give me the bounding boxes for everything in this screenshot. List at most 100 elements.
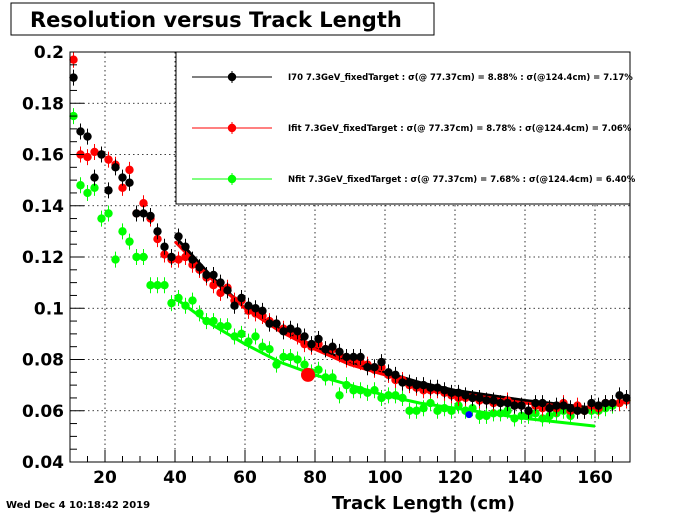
data-point: [412, 406, 421, 415]
data-point: [300, 332, 309, 341]
data-point: [328, 373, 337, 382]
legend-marker-2: [227, 174, 237, 184]
data-point: [468, 393, 477, 403]
data-point: [237, 329, 246, 339]
data-point: [174, 293, 183, 303]
data-point: [139, 209, 148, 218]
data-point: [195, 309, 204, 318]
y-tick-label: 0.06: [22, 402, 64, 422]
data-point: [391, 370, 400, 380]
data-point: [538, 414, 547, 423]
data-point: [433, 383, 442, 392]
data-point: [405, 406, 414, 415]
y-tick-label: 0.16: [22, 146, 64, 166]
data-point: [335, 347, 344, 357]
data-point: [104, 209, 113, 218]
data-point: [524, 406, 533, 415]
data-point: [286, 352, 295, 362]
data-points: [69, 51, 631, 427]
y-tick-label: 0.18: [22, 94, 64, 114]
data-point: [188, 255, 197, 264]
data-point: [146, 211, 155, 221]
data-point: [489, 409, 498, 418]
data-point: [482, 396, 491, 405]
data-point: [188, 296, 197, 305]
data-point: [167, 252, 176, 262]
data-point: [328, 342, 337, 351]
data-point: [356, 352, 365, 362]
data-point: [587, 398, 596, 408]
data-point: [412, 380, 421, 390]
data-point: [391, 391, 400, 400]
data-point: [202, 316, 211, 326]
data-point: [426, 383, 435, 392]
data-point: [279, 352, 288, 362]
timestamp: Wed Dec 4 10:18:42 2019: [6, 500, 150, 511]
highlight-point: [465, 411, 473, 419]
data-point: [356, 386, 365, 395]
data-point: [461, 391, 470, 400]
data-point: [447, 388, 456, 398]
data-point: [139, 198, 148, 208]
data-point: [90, 173, 99, 182]
data-point: [363, 362, 372, 372]
data-point: [139, 252, 148, 262]
data-point: [349, 352, 358, 362]
data-point: [342, 352, 351, 362]
data-point: [216, 321, 225, 331]
data-point: [104, 155, 113, 164]
data-point: [510, 401, 519, 410]
data-point: [580, 406, 589, 415]
title-box: [10, 2, 435, 36]
data-point: [335, 391, 344, 400]
x-tick-label: 160: [577, 468, 613, 488]
data-point: [342, 380, 351, 390]
data-point: [489, 396, 498, 405]
data-point: [244, 337, 253, 346]
data-point: [370, 386, 379, 395]
data-point: [272, 319, 281, 328]
data-point: [132, 252, 141, 262]
data-point: [209, 270, 218, 280]
data-point: [202, 270, 211, 280]
data-point: [265, 345, 274, 354]
data-point: [251, 304, 260, 313]
x-tick-label: 20: [93, 468, 117, 488]
data-point: [377, 393, 386, 403]
x-tick-label: 100: [367, 468, 403, 488]
data-point: [97, 150, 106, 159]
data-point: [216, 278, 225, 287]
data-point: [496, 409, 505, 418]
data-point: [573, 406, 582, 415]
data-point: [566, 403, 575, 413]
data-point: [223, 321, 232, 331]
data-point: [384, 368, 393, 377]
data-point: [237, 293, 246, 303]
data-point: [118, 183, 127, 193]
data-point: [181, 242, 190, 251]
data-point: [286, 324, 295, 333]
data-point: [363, 388, 372, 398]
data-point: [594, 401, 603, 410]
data-point: [503, 398, 512, 408]
data-point: [307, 339, 316, 349]
data-point: [153, 280, 162, 290]
data-point: [132, 209, 141, 218]
data-point: [209, 316, 218, 326]
chart-title: Resolution versus Track Length: [30, 8, 402, 32]
data-point: [265, 319, 274, 328]
data-point: [440, 403, 449, 413]
x-tick-label: 120: [437, 468, 473, 488]
x-axis-title: Track Length (cm): [332, 493, 515, 514]
data-point: [118, 227, 127, 236]
data-point: [258, 306, 267, 316]
data-point: [181, 252, 190, 262]
data-point: [419, 403, 428, 413]
data-point: [475, 411, 484, 421]
data-point: [223, 286, 232, 295]
data-point: [69, 55, 78, 64]
x-tick-labels: 20 40 60 80 100 120 140 160: [93, 468, 613, 488]
data-point: [482, 411, 491, 421]
data-point: [258, 342, 267, 351]
